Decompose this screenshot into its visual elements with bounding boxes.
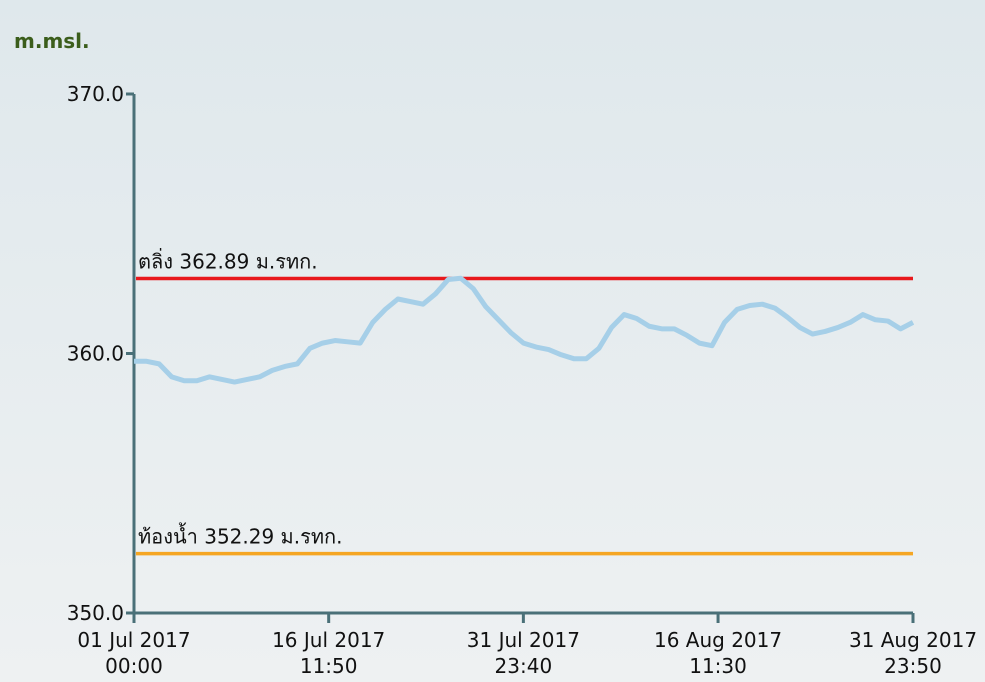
- y-axis-label: m.msl.: [14, 29, 90, 53]
- x-tick-label: 31 Aug 2017 23:50: [849, 628, 977, 678]
- x-tick-label: 16 Aug 2017 11:30: [654, 628, 782, 678]
- series-line: [134, 275, 915, 385]
- reference-label: ท้องน้ำ 352.29 ม.รทก.: [138, 523, 343, 549]
- y-tick-label: 360.0: [67, 342, 124, 366]
- y-tick-label: 370.0: [67, 82, 124, 106]
- x-tick-label: 16 Jul 2017 11:50: [272, 628, 385, 678]
- reference-label: ตลิ่ง 362.89 ม.รทก.: [138, 248, 318, 274]
- x-tick-label: 01 Jul 2017 00:00: [77, 628, 190, 678]
- y-tick-label: 350.0: [67, 601, 124, 625]
- x-tick-label: 31 Jul 2017 23:40: [467, 628, 580, 678]
